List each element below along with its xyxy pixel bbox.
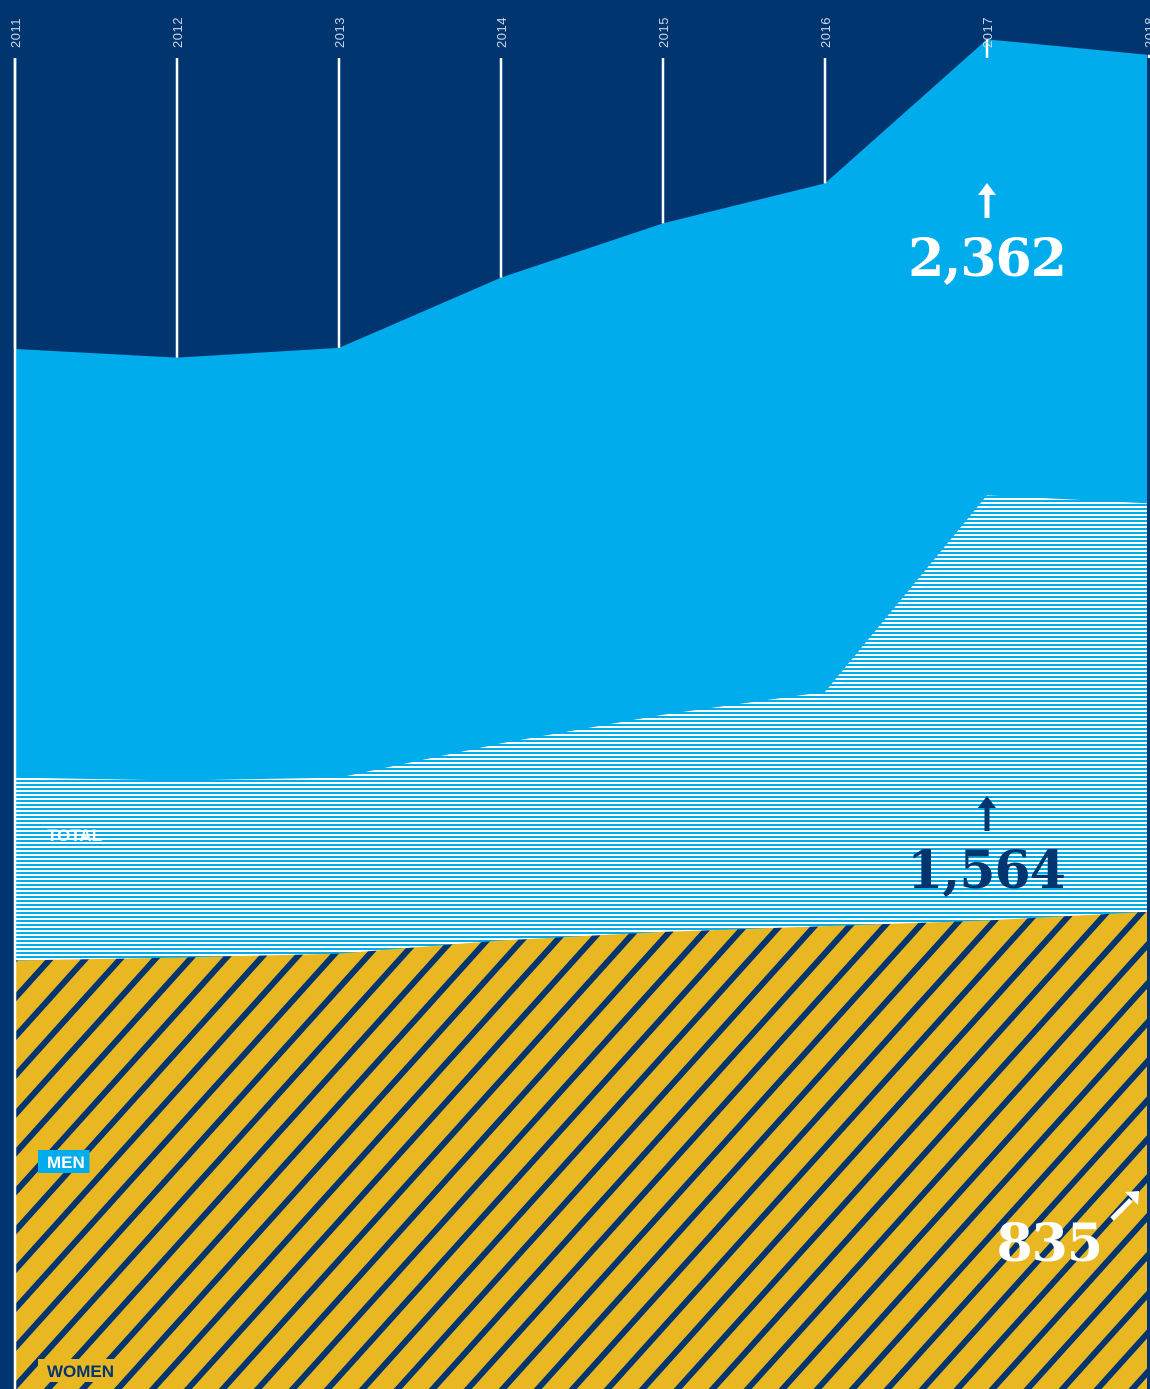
year-label-2015: 2015 [656, 17, 671, 48]
callout-2: 1,564 [907, 796, 1066, 901]
series-label-men: MEN [38, 1150, 90, 1173]
area-layers [15, 39, 1147, 1389]
series-label-text-women: WOMEN [47, 1362, 114, 1381]
series-label-women: WOMEN [38, 1359, 115, 1382]
x-axis-tick-labels: 2011 2012 2013 2014 2015 2016 2017 2018 [8, 17, 1150, 48]
callout-value-women: 835 [996, 1213, 1102, 1274]
value-callouts: 2,362 1,564 835 [907, 183, 1139, 1274]
callout-3: 835 [996, 1191, 1139, 1274]
series-label-text-total: TOTAL [47, 826, 102, 845]
callout-arrow-head [978, 183, 996, 195]
year-label-2013: 2013 [332, 17, 347, 48]
callout-arrow-shaft [1110, 1198, 1133, 1221]
callout-value-men: 1,564 [907, 840, 1065, 901]
year-label-2012: 2012 [170, 17, 185, 48]
year-label-2017: 2017 [980, 17, 995, 48]
year-label-2014: 2014 [494, 17, 509, 48]
series-label-text-men: MEN [47, 1153, 85, 1172]
year-gridlines [13, 39, 1150, 1389]
series-label-bg-women [38, 1359, 115, 1382]
series-labels: TOTAL MEN WOMEN [38, 826, 115, 1382]
callout-arrow-head [978, 796, 996, 808]
callout-arrow-head [1125, 1191, 1139, 1205]
year-label-2018: 2018 [1142, 17, 1150, 48]
callout-1: 2,362 [908, 183, 1067, 289]
callout-value-total: 2,362 [908, 228, 1066, 289]
series-label-total: TOTAL [47, 826, 102, 845]
year-label-2011: 2011 [8, 18, 23, 48]
year-label-2016: 2016 [818, 17, 833, 48]
area-women [15, 911, 1147, 1389]
series-label-bg-men [38, 1150, 90, 1173]
